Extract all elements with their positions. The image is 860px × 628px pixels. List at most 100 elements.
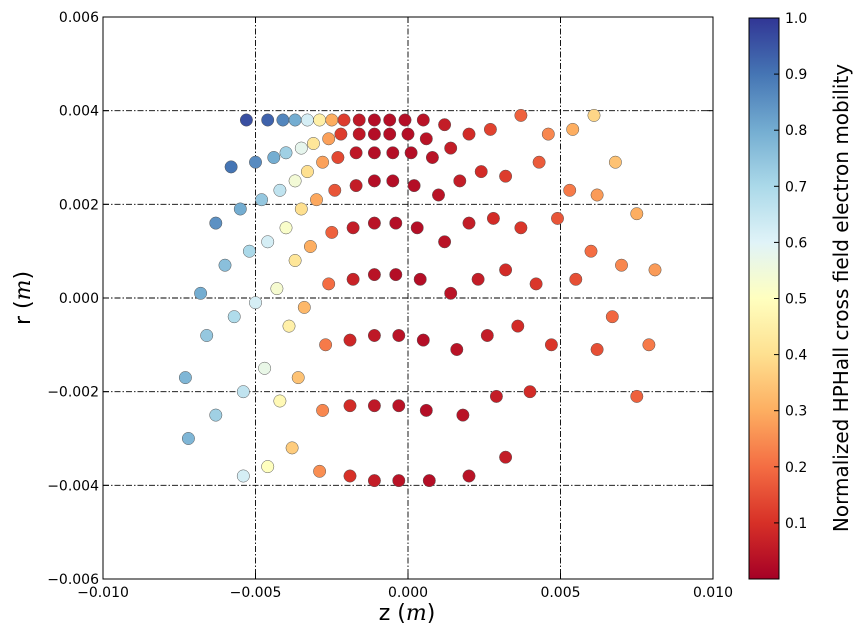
data-point xyxy=(416,333,430,347)
data-point xyxy=(413,272,427,286)
data-point xyxy=(325,225,339,239)
data-point xyxy=(404,146,418,160)
data-point xyxy=(590,343,604,356)
data-point xyxy=(401,127,415,141)
y-tick-label: −0.002 xyxy=(47,385,99,401)
colorbar-tick-label: 1.0 xyxy=(785,11,807,27)
data-point xyxy=(383,113,397,127)
data-point xyxy=(438,235,452,249)
data-point xyxy=(584,244,598,258)
data-point xyxy=(419,132,433,146)
x-tick-label: 0.010 xyxy=(693,585,733,601)
data-point xyxy=(499,263,513,277)
data-point xyxy=(529,277,543,291)
data-point xyxy=(273,183,287,197)
data-point xyxy=(303,240,317,253)
data-point xyxy=(255,193,269,207)
data-point xyxy=(392,474,406,488)
grid-lines xyxy=(103,17,713,579)
data-point xyxy=(407,179,421,193)
data-point xyxy=(489,389,503,403)
data-point xyxy=(551,211,564,225)
data-point xyxy=(474,165,488,179)
data-point xyxy=(322,132,336,146)
x-tick-label: 0.000 xyxy=(388,585,428,601)
data-point xyxy=(569,272,583,286)
data-point xyxy=(346,221,360,235)
x-axis-label: z (m) xyxy=(379,601,436,626)
data-point xyxy=(444,286,458,300)
x-tick-label: 0.005 xyxy=(540,585,580,601)
data-point xyxy=(419,403,433,417)
x-tick-label: −0.010 xyxy=(77,585,129,601)
data-point xyxy=(367,474,381,488)
y-tick-label: 0.004 xyxy=(59,104,99,120)
data-points xyxy=(178,108,662,488)
data-point xyxy=(273,394,287,408)
data-point xyxy=(291,371,305,385)
y-axis-ticks: −0.006 −0.004 −0.002 0.000 0.002 0.004 0.006 xyxy=(47,10,713,588)
data-point xyxy=(227,310,241,324)
data-point xyxy=(300,113,314,127)
colorbar-tick-label: 0.9 xyxy=(785,67,807,83)
x-tick-label: −0.005 xyxy=(230,585,282,601)
y-tick-label: 0.006 xyxy=(59,10,99,26)
data-point xyxy=(261,235,275,249)
data-point xyxy=(316,403,330,417)
data-point xyxy=(590,188,604,202)
data-point xyxy=(224,160,238,174)
data-point xyxy=(218,258,232,272)
data-point xyxy=(367,113,381,127)
data-point xyxy=(279,146,293,160)
data-point xyxy=(316,155,330,169)
data-point xyxy=(209,216,223,230)
data-point xyxy=(276,113,290,127)
data-point xyxy=(242,244,256,258)
data-point xyxy=(249,296,262,310)
data-point xyxy=(563,183,577,197)
data-point xyxy=(258,361,272,375)
data-point xyxy=(648,263,662,277)
colorbar-label: Normalized HPHall cross field electron m… xyxy=(829,64,853,532)
data-point xyxy=(480,329,494,342)
y-tick-label: −0.006 xyxy=(47,572,99,588)
data-point xyxy=(261,113,275,127)
data-point xyxy=(239,113,253,127)
data-point xyxy=(367,329,381,342)
colorbar-tick-label: 0.5 xyxy=(785,292,807,308)
data-point xyxy=(322,277,336,291)
data-point xyxy=(313,464,327,478)
data-point xyxy=(267,151,281,164)
data-point xyxy=(544,338,558,352)
colorbar-tick-label: 0.4 xyxy=(785,348,807,364)
data-point xyxy=(343,469,357,483)
data-point xyxy=(499,169,513,183)
colorbar-tick-label: 0.8 xyxy=(785,123,807,139)
data-point xyxy=(615,258,628,272)
data-point xyxy=(261,460,275,474)
data-point xyxy=(630,207,644,221)
data-point xyxy=(422,474,436,488)
data-point xyxy=(587,108,601,122)
data-point xyxy=(416,113,430,127)
data-point xyxy=(483,122,497,136)
data-point xyxy=(236,469,250,483)
data-point xyxy=(566,122,580,136)
data-point xyxy=(306,137,320,150)
colorbar: 0.1 0.2 0.3 0.4 0.5 0.6 0.7 0.8 0.9 1.0 Normalize… xyxy=(748,11,853,580)
colorbar-tick-label: 0.7 xyxy=(785,179,807,195)
data-point xyxy=(178,371,192,385)
data-point xyxy=(310,193,323,207)
data-point xyxy=(532,155,546,169)
data-point xyxy=(343,333,357,347)
data-point xyxy=(392,399,406,413)
data-point xyxy=(367,268,381,282)
data-point xyxy=(389,216,403,230)
data-point xyxy=(462,127,476,141)
data-point xyxy=(337,113,351,127)
data-point xyxy=(288,254,302,267)
data-point xyxy=(389,268,403,282)
data-point xyxy=(300,165,314,179)
data-point xyxy=(450,343,464,356)
